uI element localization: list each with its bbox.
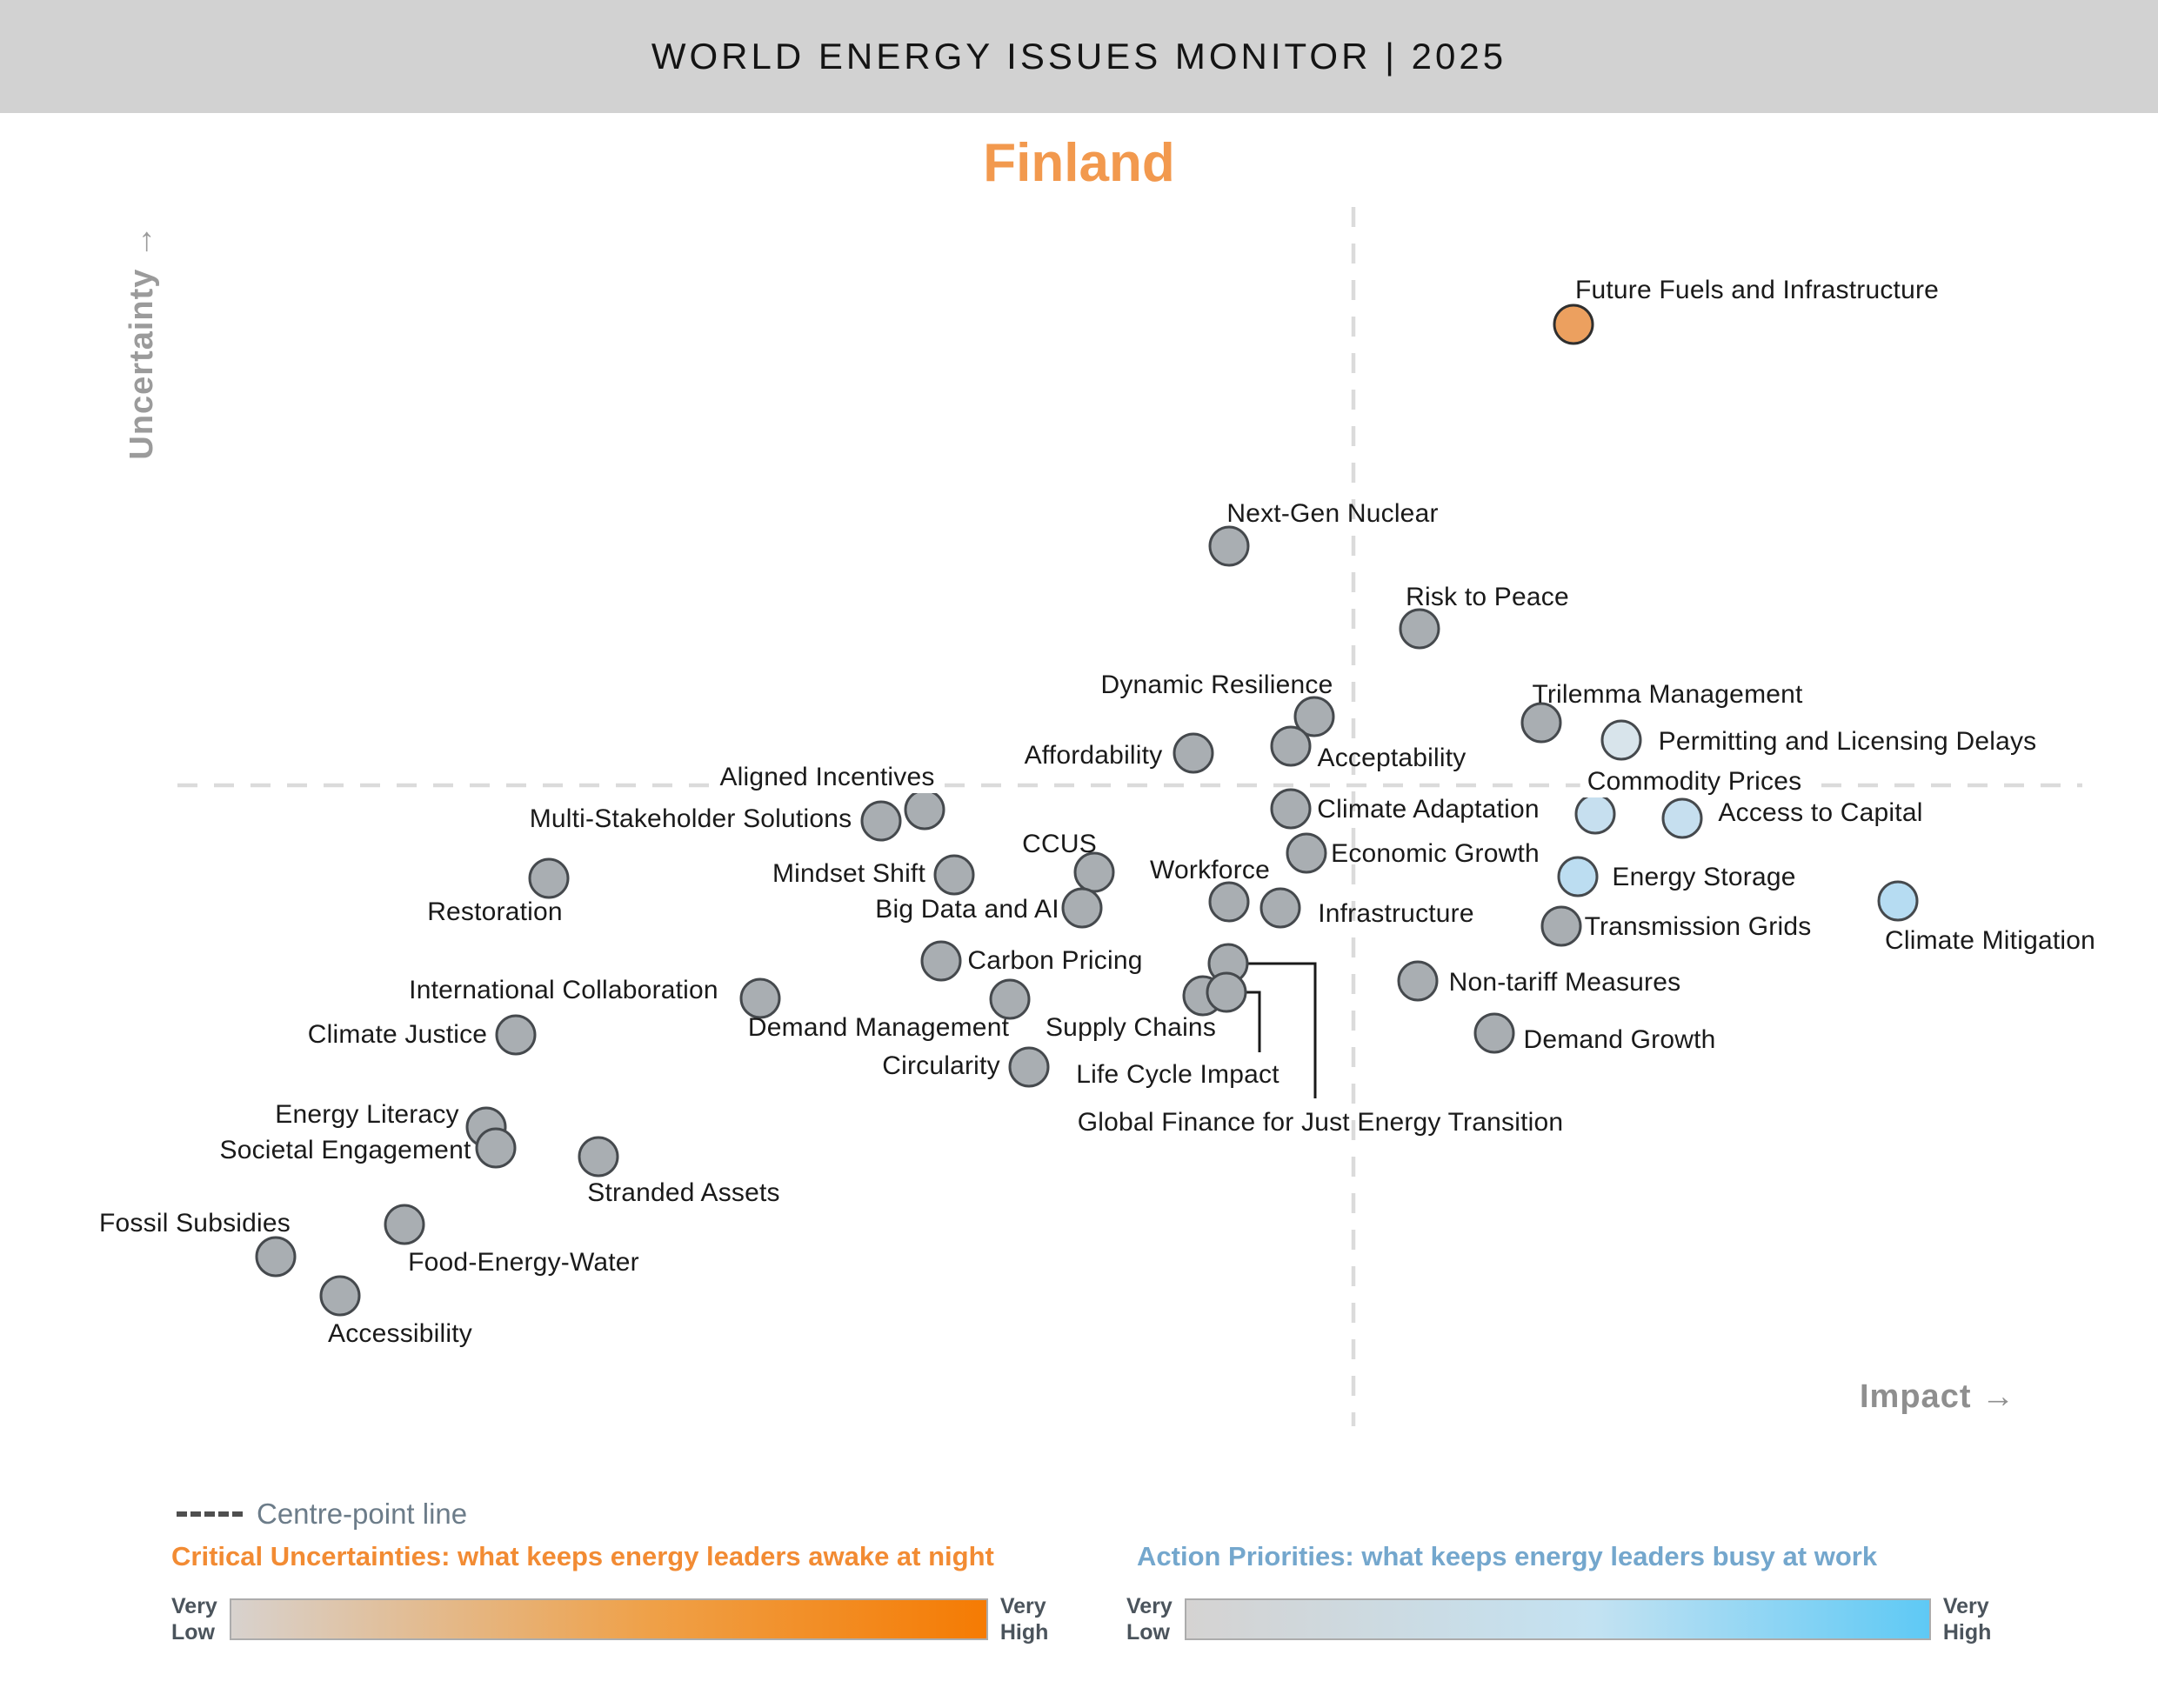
issue-dot-acceptability[interactable] — [1270, 725, 1312, 767]
issue-dot-climate-mitigation[interactable] — [1877, 880, 1919, 922]
issue-dot-next-gen-nuclear[interactable] — [1208, 525, 1250, 567]
issue-dot-aligned-incentives[interactable] — [904, 789, 945, 831]
issue-dot-climate-justice[interactable] — [495, 1014, 537, 1056]
issue-dot-ccus[interactable] — [1073, 851, 1115, 893]
issue-dot-commodity-prices[interactable] — [1574, 793, 1616, 835]
issue-dot-energy-storage[interactable] — [1557, 856, 1599, 897]
header-bar: WORLD ENERGY ISSUES MONITOR | 2025 — [0, 0, 2158, 113]
action-priorities-gradient-bar — [1184, 1598, 1931, 1640]
issue-dot-infrastructure[interactable] — [1259, 887, 1301, 929]
issue-dot-demand-growth[interactable] — [1473, 1012, 1515, 1054]
issue-dot-trilemma-management[interactable] — [1520, 702, 1562, 744]
issue-dot-international-collaboration[interactable] — [739, 977, 781, 1019]
issue-dot-societal-engagement[interactable] — [475, 1127, 517, 1169]
issue-dot-mindset-shift[interactable] — [933, 854, 975, 896]
label-connector-life-cycle-impact — [1246, 991, 1261, 1052]
action-priorities-scale: Very Low Very High — [1126, 1593, 1991, 1645]
action-priorities-heading: Action Priorities: what keeps energy lea… — [1137, 1541, 1878, 1571]
issue-dot-restoration[interactable] — [528, 857, 570, 899]
issue-dot-access-to-capital[interactable] — [1661, 797, 1703, 839]
issue-dot-food-energy-water[interactable] — [384, 1204, 425, 1245]
y-axis-label: Uncertainty → — [124, 224, 160, 460]
issue-dot-stranded-assets[interactable] — [578, 1136, 619, 1178]
issue-dot-future-fuels-and-infrastructure[interactable] — [1553, 304, 1594, 345]
scale-very-low-label: Very Low — [1126, 1594, 1173, 1645]
issue-dot-demand-management[interactable] — [989, 978, 1031, 1020]
issue-dot-dynamic-resilience[interactable] — [1293, 696, 1335, 737]
issue-dot-affordability[interactable] — [1173, 732, 1214, 774]
centre-point-line-sample — [177, 1511, 243, 1517]
issue-dot-big-data-and-ai[interactable] — [1061, 887, 1103, 929]
issue-dot-workforce[interactable] — [1208, 881, 1250, 923]
critical-uncertainties-heading: Critical Uncertainties: what keeps energ… — [171, 1541, 994, 1571]
issue-dot-risk-to-peace[interactable] — [1399, 608, 1440, 650]
critical-uncertainties-gradient-bar — [229, 1598, 988, 1640]
centre-point-legend: Centre-point line — [177, 1498, 467, 1531]
issue-dot-economic-growth[interactable] — [1286, 832, 1327, 874]
country-title: Finland — [983, 133, 1175, 193]
issue-dot-permitting-and-licensing-delays[interactable] — [1600, 719, 1642, 761]
x-axis-label: Impact → — [1860, 1378, 2016, 1415]
scale-very-low-label: Very Low — [171, 1594, 217, 1645]
scale-very-high-label: Very High — [1942, 1594, 1992, 1645]
issue-dot-fossil-subsidies[interactable] — [255, 1236, 297, 1278]
issue-dot-non-tariff-measures[interactable] — [1397, 960, 1439, 1002]
report-title: WORLD ENERGY ISSUES MONITOR | 2025 — [651, 36, 1507, 77]
issue-dot-circularity[interactable] — [1008, 1046, 1050, 1088]
issue-dot-transmission-grids[interactable] — [1540, 905, 1582, 947]
centre-point-line-label: Centre-point line — [257, 1498, 468, 1530]
issue-dot-climate-adaptation[interactable] — [1270, 788, 1312, 830]
issue-dot-carbon-pricing[interactable] — [920, 940, 962, 982]
label-connector-global-finance-for-just-energy-transition — [1247, 962, 1317, 1098]
issue-dot-multi-stakeholder-solutions[interactable] — [860, 800, 902, 842]
scale-very-high-label: Very High — [999, 1594, 1049, 1645]
issue-dot-accessibility[interactable] — [319, 1275, 361, 1317]
critical-uncertainties-scale: Very Low Very High — [171, 1593, 1048, 1645]
issue-dot-life-cycle-impact[interactable] — [1206, 971, 1247, 1013]
